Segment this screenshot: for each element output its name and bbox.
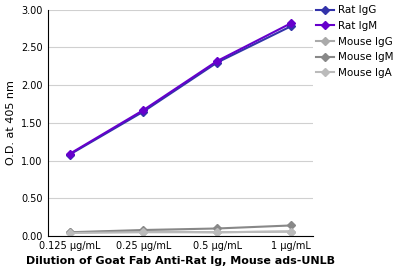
Mouse IgM — [141, 228, 146, 232]
Rat IgG — [288, 25, 293, 28]
Mouse IgG — [67, 231, 72, 234]
Mouse IgA — [141, 231, 146, 234]
Mouse IgA — [67, 231, 72, 235]
Rat IgG — [67, 153, 72, 156]
X-axis label: Dilution of Goat Fab Anti-Rat Ig, Mouse ads-UNLB: Dilution of Goat Fab Anti-Rat Ig, Mouse … — [26, 256, 335, 267]
Rat IgM — [67, 152, 72, 155]
Mouse IgG — [141, 230, 146, 233]
Mouse IgG — [215, 231, 220, 234]
Y-axis label: O.D. at 405 nm: O.D. at 405 nm — [6, 81, 16, 165]
Mouse IgG — [288, 230, 293, 233]
Line: Rat IgM: Rat IgM — [67, 21, 294, 157]
Line: Mouse IgM: Mouse IgM — [67, 223, 294, 235]
Mouse IgM — [288, 224, 293, 227]
Mouse IgA — [288, 230, 293, 233]
Rat IgM — [288, 22, 293, 25]
Mouse IgM — [215, 227, 220, 230]
Rat IgM — [141, 109, 146, 112]
Rat IgG — [141, 110, 146, 113]
Line: Mouse IgG: Mouse IgG — [67, 229, 294, 235]
Legend: Rat IgG, Rat IgM, Mouse IgG, Mouse IgM, Mouse IgA: Rat IgG, Rat IgM, Mouse IgG, Mouse IgM, … — [316, 5, 394, 78]
Mouse IgA — [215, 231, 220, 234]
Rat IgM — [215, 59, 220, 63]
Line: Rat IgG: Rat IgG — [67, 24, 294, 157]
Line: Mouse IgA: Mouse IgA — [67, 229, 294, 236]
Rat IgG — [215, 61, 220, 64]
Mouse IgM — [67, 231, 72, 234]
